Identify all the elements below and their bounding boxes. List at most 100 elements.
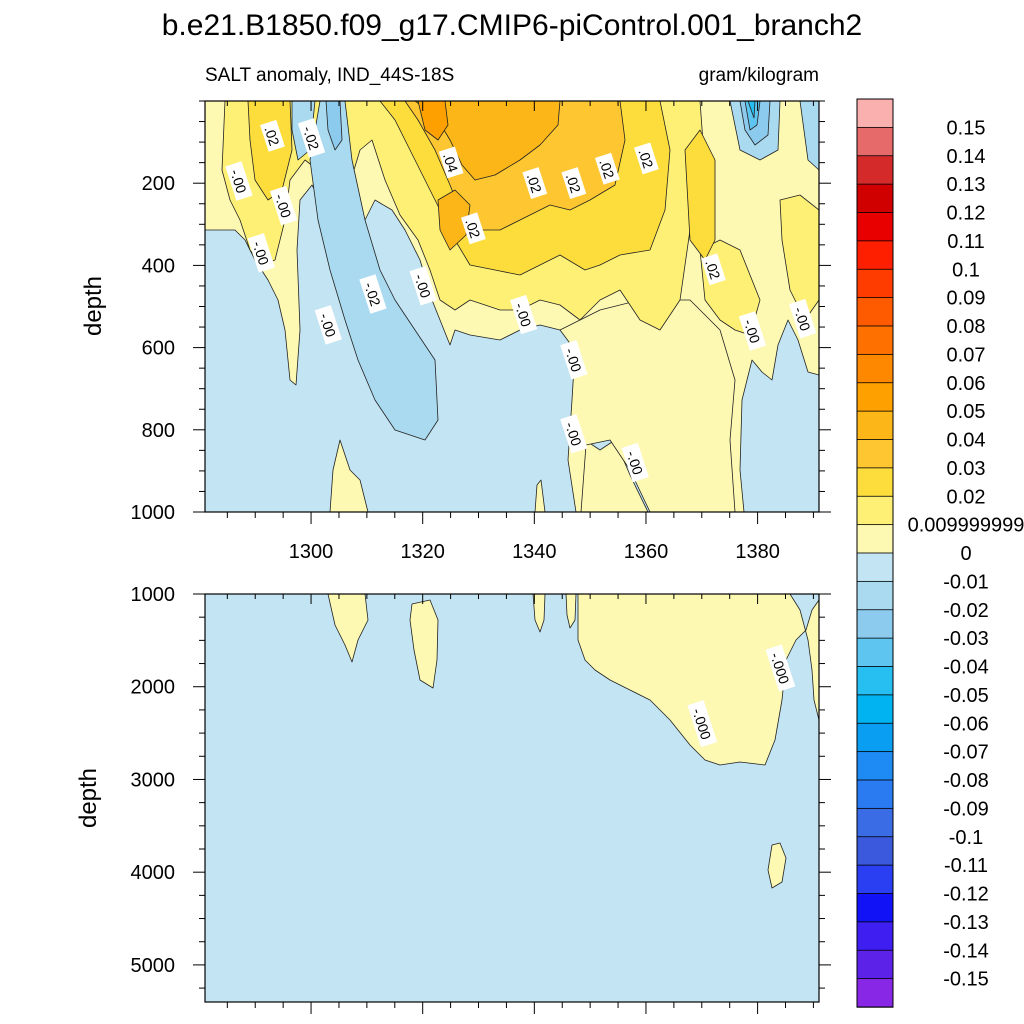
upper-contour-label-background [621,442,649,483]
lower-panel-frame [204,593,820,1003]
upper-contour-label-background [409,266,437,306]
upper-contour-label-text: -.00 [316,311,339,339]
upper-x-tick-label: 1300 [289,541,334,563]
upper-contour-label-background [359,274,387,314]
upper-band-0.01 [779,194,819,321]
upper-contour-label: .02 [260,119,285,152]
upper-axis-ticks [193,100,831,524]
lower-y-tick-label: 4000 [131,862,176,884]
upper-contour-label-text: -.00 [227,167,250,195]
colorbar-level-label: -0.13 [943,912,989,934]
upper-contour-label: -.00 [409,266,437,306]
colorbar-swatch [856,325,894,356]
upper-contour-label: .04 [438,146,464,179]
colorbar-swatch [856,552,894,583]
upper-y-tick-label: 200 [142,173,175,195]
colorbar-level-label: -0.07 [943,742,989,764]
upper-contour-label-text: -.00 [741,317,764,345]
upper-contour-label-background [460,212,486,245]
upper-contour-label-text: -.00 [411,272,434,300]
colorbar-swatch [856,467,894,497]
upper-contour-label-text: -.02 [361,280,384,308]
upper-band-0.04 [437,189,471,251]
colorbar-swatch [856,637,894,668]
upper-contour-label: -.00 [247,233,275,273]
colorbar-level-label: 0.04 [947,430,986,452]
upper-contour-label-text: -.00 [791,305,814,333]
upper-contour-label-text: -.00 [272,192,295,220]
colorbar-level-label: 0.05 [947,401,986,423]
lower-y-tick-label: 1000 [131,584,176,606]
upper-contour-label-background [594,152,620,185]
colorbar-level-label: -0.06 [943,713,989,735]
upper-x-tick-label: 1320 [400,541,445,563]
colorbar-level-label: 0.06 [947,373,986,395]
colorbar-level-label: -0.09 [943,798,989,820]
colorbar-level-label: 0.1 [952,259,980,281]
colorbar-swatch [856,212,894,242]
upper-band-neg-0.04 [747,101,756,119]
upper-positive-anomaly-region-deep [559,299,736,512]
upper-x-tick-label: 1360 [624,541,669,563]
colorbar-swatch [856,439,894,469]
colorbar-labels: 0.15 0.14 0.13 0.12 0.11 0.1 0.09 0.08 0.07 0.06 0… [908,117,1024,990]
upper-contour-label: .02 [701,253,726,286]
colorbar-level-label: 0.07 [947,344,986,366]
colorbar-swatch [856,779,894,810]
colorbar-swatch [856,297,894,327]
colorbar-swatch [856,495,894,526]
upper-band-neg-0.01 [309,101,439,441]
chart-subtitle-units: gram/kilogram [699,65,819,86]
upper-contour-label-background [297,118,326,158]
colorbar-swatch [856,864,894,895]
colorbar-swatch [856,921,894,951]
colorbar-level-label: -0.14 [943,940,989,962]
upper-contour-label: -.00 [560,340,588,380]
upper-contour-label-text: .02 [702,258,723,282]
colorbar-swatch [856,893,894,923]
upper-contour-label: .02 [460,212,486,245]
upper-y-axis-label: depth [80,276,107,336]
lower-y-tick-label: 5000 [131,955,176,977]
upper-contour-label: -.00 [789,298,817,339]
upper-contour-labels: .02 -.02 -.00 -.00 -.00 -.00 -.02 -.00 .04 .02 .02… [225,118,817,483]
upper-band-neg-0.01 [799,101,819,171]
upper-positive-blob [534,479,546,512]
upper-contour-label-background [509,294,538,335]
colorbar-level-label: -0.02 [943,600,989,622]
upper-contour-label-text: -.00 [562,420,585,448]
upper-contour-label-background [314,305,342,345]
lower-positive-anomaly-region [577,594,819,766]
colorbar-frame [856,98,894,1008]
colorbar-swatch [856,268,894,299]
lower-contour-label-background [687,700,718,748]
colorbar-swatch [856,609,894,639]
chart-subtitle-variable: SALT anomaly, IND_44S-18S [205,65,454,86]
upper-contour-label-text: -.00 [562,346,585,374]
colorbar-swatch [856,836,894,866]
colorbar-level-label: 0.009999999 [908,515,1024,537]
colorbar-swatch [856,666,894,696]
upper-x-tick-label: 1340 [512,541,557,563]
upper-positive-blob [329,439,369,512]
upper-contour-label-text: .02 [261,124,282,148]
colorbar-swatch [856,353,894,384]
colorbar-level-label: 0.09 [947,288,986,310]
upper-contour-label-text: .02 [596,157,617,181]
colorbar-swatch [856,694,894,724]
upper-contour-label-text: -.00 [512,301,535,329]
upper-contour-label-text: .04 [440,151,461,175]
lower-axis-tick-labels: 1000 2000 3000 4000 5000 [131,584,176,977]
upper-contour-label: -.00 [314,305,342,345]
colorbar-swatch [856,807,894,838]
colorbar-swatch [856,98,894,129]
colorbar-swatch [856,240,894,270]
colorbar-level-label: 0.12 [947,203,986,225]
colorbar-level-label: -0.04 [943,657,989,679]
colorbar-level-label: -0.11 [944,855,988,877]
upper-band-neg-0.02 [325,101,343,151]
upper-contour-label: -.02 [297,118,326,158]
lower-axis-ticks [193,593,831,1014]
colorbar-level-label: -0.1 [949,827,983,849]
